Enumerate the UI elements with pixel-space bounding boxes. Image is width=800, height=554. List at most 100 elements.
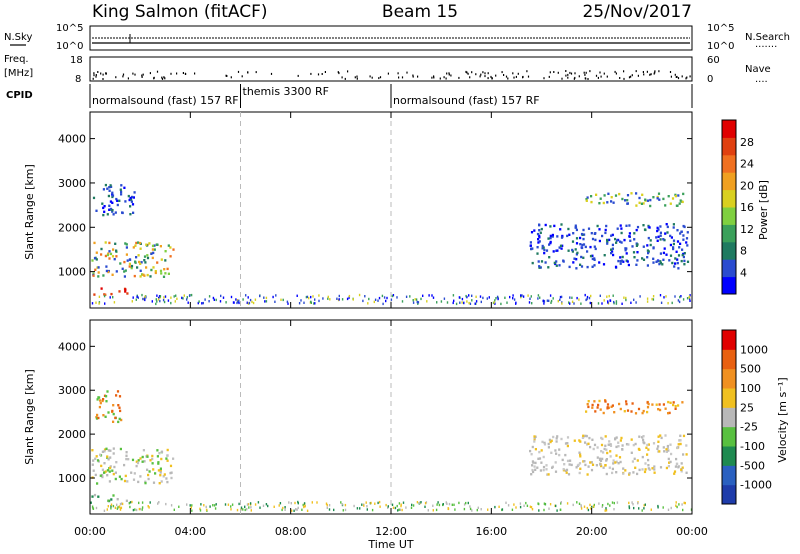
data-cell <box>105 265 108 268</box>
data-cell <box>95 258 98 261</box>
data-cell <box>634 442 637 446</box>
data-cell <box>646 453 649 456</box>
data-cell <box>590 468 594 472</box>
data-cell <box>496 295 499 299</box>
data-cell <box>170 476 173 480</box>
freq-marker <box>482 71 484 74</box>
data-cell <box>636 243 639 246</box>
data-cell <box>95 417 99 420</box>
data-cell <box>555 504 557 508</box>
data-cell <box>628 506 631 510</box>
data-cell <box>579 243 582 246</box>
data-cell <box>387 505 389 508</box>
data-cell <box>112 248 115 251</box>
data-cell <box>603 447 606 451</box>
data-cell <box>424 505 426 508</box>
velocity-cbar-label: Velocity [m s⁻¹] <box>776 377 789 462</box>
freq-marker <box>122 73 125 76</box>
data-cell <box>564 453 567 457</box>
data-cell <box>132 508 135 512</box>
data-cell <box>592 505 595 508</box>
data-cell <box>561 458 564 462</box>
data-cell <box>540 260 544 263</box>
colorbar-swatch <box>722 368 736 389</box>
freq-marker <box>557 71 559 74</box>
freq-marker <box>97 71 99 73</box>
data-cell <box>420 501 422 504</box>
data-cell <box>662 446 665 449</box>
freq-marker <box>615 72 617 75</box>
data-cell <box>325 502 328 505</box>
data-cell <box>425 501 428 504</box>
data-cell <box>648 226 651 229</box>
data-cell <box>396 504 398 508</box>
data-cell <box>238 301 240 305</box>
data-cell <box>631 460 634 463</box>
data-cell <box>116 203 119 207</box>
freq-marker <box>241 75 243 78</box>
data-cell <box>625 443 629 446</box>
data-cell <box>100 464 103 468</box>
cpid-segment-label: themis 3300 RF <box>243 85 330 98</box>
data-cell <box>604 435 607 438</box>
data-cell <box>124 288 127 291</box>
data-cell <box>151 244 155 248</box>
data-cell <box>222 296 225 299</box>
data-cell <box>675 462 679 465</box>
data-cell <box>151 248 154 251</box>
freq-marker <box>465 70 467 73</box>
data-cell <box>579 455 582 458</box>
data-cell <box>598 228 601 231</box>
data-cell <box>620 231 623 235</box>
data-cell <box>682 238 685 241</box>
data-cell <box>571 248 574 252</box>
data-cell <box>586 297 588 301</box>
data-cell <box>659 231 662 234</box>
data-cell <box>112 412 115 416</box>
data-cell <box>144 261 147 264</box>
data-cell <box>231 503 234 506</box>
data-cell <box>446 502 448 505</box>
data-cell <box>495 297 497 300</box>
data-cell <box>378 500 381 504</box>
data-cell <box>591 257 594 261</box>
data-cell <box>237 300 239 303</box>
data-cell <box>680 259 683 263</box>
data-cell <box>530 231 534 234</box>
data-cell <box>108 241 111 245</box>
data-cell <box>143 255 147 258</box>
freq-nave-markers <box>92 70 691 80</box>
data-cell <box>128 502 130 505</box>
data-cell <box>537 241 540 244</box>
data-cell <box>111 194 115 197</box>
data-cell <box>104 293 107 296</box>
freq-marker <box>469 76 471 79</box>
data-cell <box>558 246 561 249</box>
data-cell <box>642 435 645 438</box>
data-cell <box>156 455 159 458</box>
data-cell <box>677 267 680 270</box>
data-cell <box>565 471 568 474</box>
data-cell <box>110 503 113 506</box>
data-cell <box>542 465 546 469</box>
freq-marker <box>584 73 586 76</box>
data-cell <box>99 474 102 477</box>
freq-marker <box>341 76 343 79</box>
data-cell <box>617 259 620 263</box>
freq-marker <box>102 73 104 76</box>
data-cell <box>392 294 395 297</box>
data-cell <box>417 301 420 304</box>
data-cell <box>513 503 515 506</box>
data-cell <box>344 503 347 507</box>
data-cell <box>466 300 468 303</box>
data-cell <box>108 480 111 483</box>
data-cell <box>365 501 367 504</box>
data-cell <box>401 300 404 303</box>
freq-marker <box>149 72 151 75</box>
freq-marker <box>587 78 589 80</box>
data-cell <box>633 232 636 235</box>
data-cell <box>532 470 535 474</box>
data-cell <box>605 448 608 451</box>
data-cell <box>600 464 603 468</box>
data-cell <box>493 301 495 304</box>
